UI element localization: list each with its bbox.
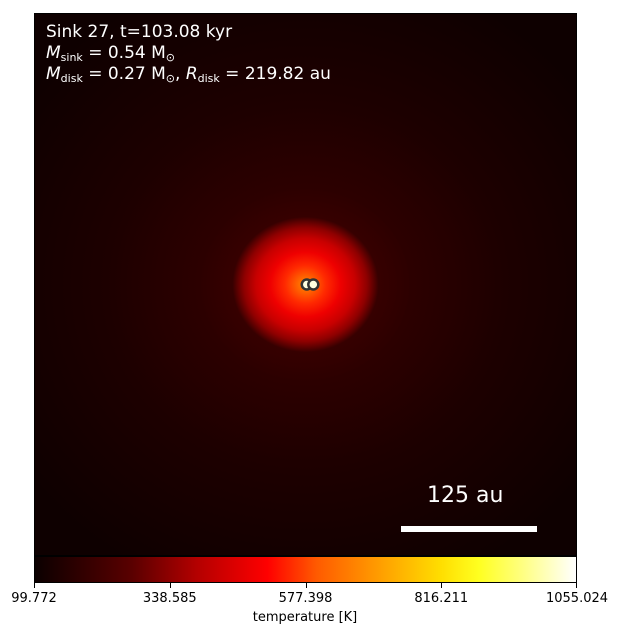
disk-mass-subscript: disk: [60, 72, 83, 85]
scale-bar: [401, 526, 537, 532]
colorbar-tick-label: 338.585: [142, 591, 197, 606]
separator: ,: [175, 64, 186, 84]
disk-radius-subscript: disk: [197, 72, 220, 85]
disk-radius-value: = 219.82 au: [219, 64, 331, 84]
colorbar-tick-label: 99.772: [11, 591, 57, 606]
disk-mass-symbol: M: [46, 64, 61, 84]
colorbar-tick: [441, 583, 443, 588]
solar-symbol: ⊙: [165, 51, 176, 64]
solar-symbol-2: ⊙: [165, 72, 176, 85]
sink-marker: [307, 278, 320, 291]
disk-mass-value: = 0.27 M: [82, 64, 166, 84]
disk-properties-label: Mdisk = 0.27 M⊙, Rdisk = 219.82 au: [46, 64, 331, 84]
scale-bar-label: 125 au: [427, 483, 504, 508]
colorbar-label: temperature [K]: [252, 610, 358, 625]
colorbar-tick-label: 577.398: [278, 591, 333, 606]
sink-mass-subscript: sink: [60, 51, 83, 64]
temperature-map: Sink 27, t=103.08 kyr Msink = 0.54 M⊙ Md…: [34, 13, 577, 556]
sink-mass-label: Msink = 0.54 M⊙: [46, 43, 175, 63]
colorbar-tick: [34, 583, 35, 588]
disk-radius-symbol: R: [185, 64, 198, 84]
colorbar-tick: [169, 583, 171, 588]
sink-mass-symbol: M: [46, 43, 61, 63]
sink-mass-value: = 0.54 M: [82, 43, 166, 63]
colorbar-tick: [576, 583, 577, 588]
sink-title: Sink 27, t=103.08 kyr: [46, 22, 233, 42]
sink-markers: [300, 278, 320, 291]
colorbar-tick: [305, 583, 307, 588]
colorbar-tick-label: 1055.024: [545, 591, 609, 606]
colorbar-tick-label: 816.211: [414, 591, 469, 606]
colorbar: [34, 556, 577, 583]
